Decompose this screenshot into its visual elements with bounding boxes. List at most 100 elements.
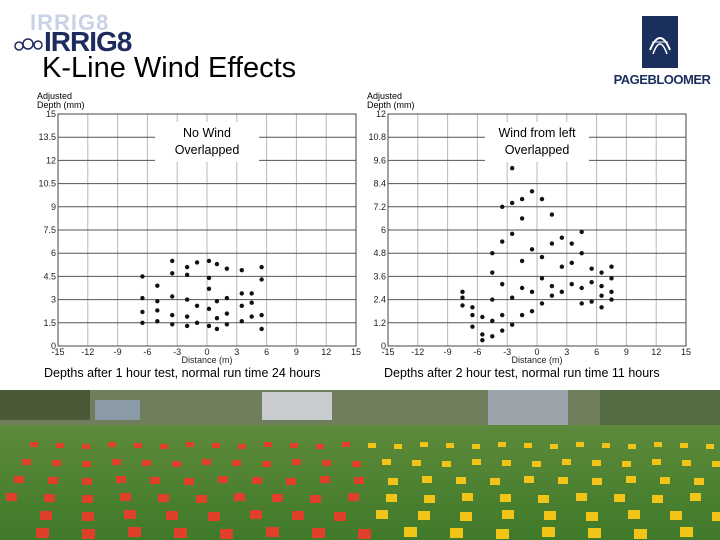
x-tick-label: -3	[503, 347, 511, 357]
catch-can	[368, 443, 376, 448]
data-point	[470, 324, 475, 329]
data-point	[460, 289, 465, 295]
data-point	[184, 314, 190, 319]
photo-catch-cans	[6, 442, 720, 539]
y-tick-label: 0	[51, 341, 56, 351]
x-tick-label: 6	[594, 347, 599, 357]
data-point	[239, 268, 244, 273]
caption-wind-from-left: Depths after 2 hour test, normal run tim…	[384, 366, 660, 380]
data-point	[170, 294, 175, 299]
data-point	[599, 293, 604, 298]
data-point	[224, 322, 230, 327]
catch-can	[544, 511, 556, 520]
data-point	[529, 189, 535, 194]
water-drops-icon	[14, 38, 43, 51]
catch-can	[134, 443, 142, 448]
logo-text: IRRIG8	[44, 26, 132, 57]
data-point	[539, 196, 545, 202]
data-point	[490, 297, 495, 302]
catch-can	[472, 444, 480, 449]
catch-can	[36, 528, 49, 538]
data-point	[500, 204, 505, 209]
catch-can	[322, 460, 331, 466]
data-point	[549, 212, 555, 217]
catch-can	[234, 493, 245, 501]
catch-can	[424, 495, 435, 503]
data-point	[140, 320, 145, 325]
data-point	[559, 264, 565, 269]
catch-can	[212, 443, 220, 448]
catch-can	[450, 528, 463, 538]
catch-can	[292, 459, 301, 465]
x-tick-label: -15	[51, 347, 64, 357]
data-point	[224, 295, 230, 301]
x-tick-label: -9	[114, 347, 122, 357]
catch-can	[394, 444, 402, 449]
catch-can	[30, 442, 38, 447]
catch-can	[120, 493, 131, 501]
catch-can	[412, 460, 421, 466]
catch-can	[82, 529, 95, 539]
catch-can	[14, 476, 24, 483]
plot-frame	[387, 113, 687, 347]
catch-can	[82, 461, 91, 467]
catch-can	[172, 461, 181, 467]
annotation-box	[485, 122, 589, 162]
y-tick-label: 4.8	[373, 248, 386, 258]
catch-can	[524, 443, 532, 448]
logo-brand-text: PAGEBLOOMER	[613, 72, 711, 87]
catch-can	[342, 442, 350, 447]
y-axis-label-line2: Depth (mm)	[367, 100, 415, 110]
data-point	[549, 283, 555, 289]
data-point	[529, 309, 535, 314]
catch-can	[446, 443, 454, 448]
catch-can	[576, 442, 584, 447]
data-point	[509, 200, 515, 206]
data-point	[170, 312, 175, 318]
data-point	[239, 291, 244, 296]
data-point	[259, 312, 264, 318]
data-point	[140, 295, 145, 301]
annotation-text: No Wind	[183, 126, 231, 140]
data-point	[589, 299, 594, 304]
irrig8-logo: IRRIG8 IRRIG8	[14, 10, 134, 57]
pagebloomer-logo: PAGEBLOOMER	[612, 16, 711, 92]
catch-can	[186, 442, 194, 447]
logo-shadow-text: IRRIG8	[30, 10, 110, 35]
data-point	[589, 266, 594, 271]
y-tick-label: 12	[376, 109, 386, 119]
catch-can	[286, 478, 296, 485]
catch-can	[422, 476, 432, 483]
data-point	[470, 312, 475, 318]
catch-can	[602, 443, 610, 448]
x-tick-label: 6	[264, 347, 269, 357]
catch-can	[232, 460, 241, 466]
catch-can	[682, 460, 691, 466]
data-point	[170, 258, 175, 264]
x-tick-label: 3	[564, 347, 569, 357]
catch-can	[500, 494, 511, 502]
data-point	[470, 305, 475, 310]
data-point	[569, 281, 574, 287]
catch-can	[128, 527, 141, 537]
catch-can	[588, 528, 601, 538]
catch-can	[82, 444, 90, 449]
catch-can	[352, 461, 361, 467]
data-point	[194, 320, 200, 325]
data-point	[529, 289, 535, 295]
catch-can	[456, 477, 466, 484]
data-point	[206, 286, 212, 291]
catch-can	[358, 529, 371, 539]
y-tick-label: 7.2	[373, 202, 386, 212]
photo-tree-left	[0, 390, 90, 420]
x-tick-label: -12	[411, 347, 424, 357]
data-point	[529, 247, 535, 252]
catch-can	[462, 493, 473, 501]
scatter-chart-no-wind: Adjusted Depth (mm) -15 -12 -9 -6 -3 0 3 6 9 12 15 0 1…	[32, 90, 362, 365]
x-tick-label: 9	[294, 347, 299, 357]
catch-can	[562, 459, 571, 465]
catch-can	[150, 477, 160, 484]
catch-can	[166, 511, 178, 520]
data-point	[539, 254, 545, 260]
